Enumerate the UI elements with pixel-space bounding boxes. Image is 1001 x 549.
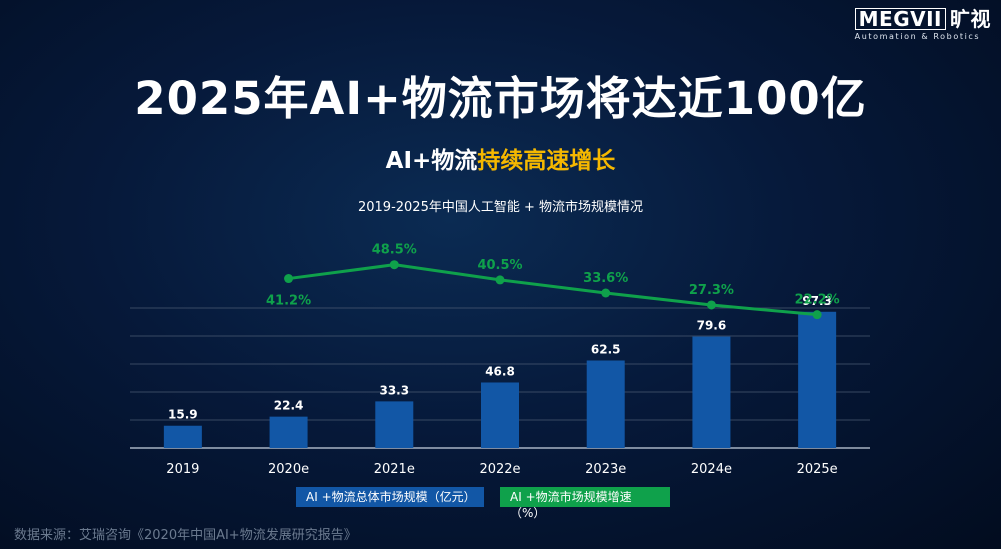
bar-2024e [692, 336, 731, 448]
data-source: 数据来源：艾瑞咨询《2020年中国AI+物流发展研究报告》 [14, 528, 357, 543]
growth-line [288, 263, 818, 317]
logo-brand: MEGVII 旷视 [854, 7, 991, 31]
growth-label-2022e: 40.5% [477, 258, 522, 273]
bar-2021e [375, 401, 414, 448]
bar-label-2020e: 22.4 [274, 399, 304, 413]
chart-title: 2019-2025年中国人工智能 + 物流市场规模情况 [357, 200, 644, 215]
growth-point-2022e [495, 275, 505, 285]
growth-label-2025e: 22.2% [795, 293, 840, 308]
x-tick-2019: 2019 [166, 462, 199, 477]
growth-label-2023e: 33.6% [583, 271, 628, 286]
bar-2023e [586, 360, 625, 448]
subtitle-highlight: 持续高速增长 [477, 148, 616, 174]
chart-legend: AI +物流总体市场规模（亿元） AI +物流市场规模增速（%） [296, 487, 670, 520]
growth-label-2021e: 48.5% [372, 243, 417, 258]
bar-label-2025e: 97.3 [802, 294, 832, 308]
growth-point-2020e [284, 274, 294, 284]
growth-label-2024e: 27.3% [689, 283, 734, 298]
bar-2020e [269, 416, 308, 448]
slide-title: 2025年AI+物流市场将达近100亿 [134, 72, 867, 125]
logo-tagline: Automation & Robotics [854, 32, 981, 41]
x-tick-2024e: 2024e [691, 462, 732, 477]
x-tick-2022e: 2022e [479, 462, 520, 477]
bar-2019 [163, 425, 202, 448]
x-tick-2023e: 2023e [585, 462, 626, 477]
slide-subtitle: AI+物流持续高速增长 [0, 141, 1001, 175]
bar-label-2023e: 62.5 [591, 343, 621, 357]
megvii-logo: MEGVII 旷视 Automation & Robotics [854, 7, 991, 41]
growth-label-2020e: 41.2% [266, 294, 311, 309]
growth-point-2021e [389, 260, 399, 270]
bar-label-2019: 15.9 [168, 408, 198, 422]
growth-point-2023e [601, 288, 611, 298]
x-tick-2020e: 2020e [268, 462, 309, 477]
growth-point-2025e [812, 310, 822, 320]
bar-label-2021e: 33.3 [379, 383, 409, 397]
logo-brand-box: MEGVII [854, 8, 946, 30]
bar-2022e [481, 382, 519, 448]
legend-line-series: AI +物流市场规模增速（%） [500, 487, 670, 520]
bar-2025e [798, 311, 837, 448]
legend-bar-series: AI +物流总体市场规模（亿元） [296, 487, 484, 507]
x-tick-2025e: 2025e [797, 462, 838, 477]
growth-point-2024e [706, 300, 716, 310]
subtitle-white: AI+物流 [385, 148, 478, 174]
logo-brand-cn: 旷视 [950, 7, 991, 31]
x-tick-2021e: 2021e [374, 462, 415, 477]
bar-label-2024e: 79.6 [697, 319, 727, 333]
bar-label-2022e: 46.8 [485, 364, 515, 378]
